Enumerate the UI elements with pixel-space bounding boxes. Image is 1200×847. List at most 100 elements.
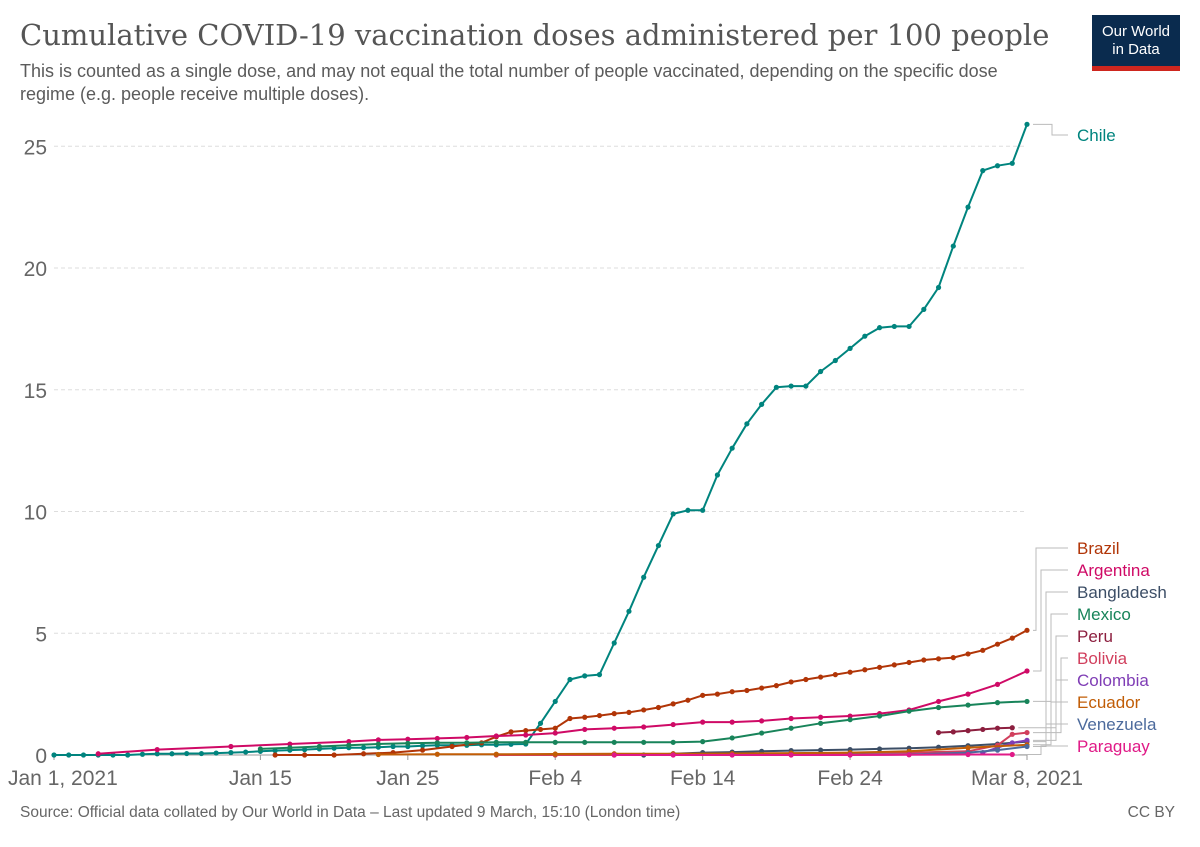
data-point[interactable] bbox=[818, 720, 824, 726]
data-point[interactable] bbox=[523, 739, 529, 745]
data-point[interactable] bbox=[1024, 737, 1030, 743]
data-point[interactable] bbox=[493, 739, 499, 745]
data-point[interactable] bbox=[729, 719, 735, 725]
data-point[interactable] bbox=[685, 507, 691, 513]
data-point[interactable] bbox=[788, 752, 794, 758]
data-point[interactable] bbox=[876, 325, 883, 331]
data-point[interactable] bbox=[847, 669, 853, 675]
data-point[interactable] bbox=[803, 383, 809, 389]
data-point[interactable] bbox=[700, 739, 706, 745]
series-line[interactable] bbox=[275, 629, 1028, 756]
data-point[interactable] bbox=[611, 640, 617, 646]
data-point[interactable] bbox=[1009, 725, 1015, 731]
data-point[interactable] bbox=[523, 728, 529, 734]
data-point[interactable] bbox=[862, 667, 868, 673]
legend-label-paraguay[interactable]: Paraguay bbox=[1077, 737, 1150, 756]
data-point[interactable] bbox=[906, 659, 912, 666]
data-point[interactable] bbox=[965, 702, 971, 708]
data-point[interactable] bbox=[611, 711, 617, 717]
data-point[interactable] bbox=[272, 752, 278, 758]
data-point[interactable] bbox=[670, 752, 676, 758]
data-point[interactable] bbox=[714, 472, 721, 478]
data-point[interactable] bbox=[228, 743, 234, 750]
data-point[interactable] bbox=[729, 445, 735, 451]
data-point[interactable] bbox=[994, 747, 1001, 753]
data-point[interactable] bbox=[655, 542, 662, 549]
data-point[interactable] bbox=[729, 735, 735, 741]
data-point[interactable] bbox=[154, 751, 160, 757]
data-point[interactable] bbox=[537, 726, 544, 733]
data-point[interactable] bbox=[965, 751, 971, 758]
series-mexico[interactable] bbox=[257, 698, 1030, 752]
data-point[interactable] bbox=[935, 698, 942, 705]
data-point[interactable] bbox=[670, 739, 676, 745]
data-point[interactable] bbox=[832, 672, 838, 678]
legend-label-chile[interactable]: Chile bbox=[1077, 126, 1116, 145]
data-point[interactable] bbox=[287, 741, 293, 747]
data-point[interactable] bbox=[537, 720, 544, 726]
series-line[interactable] bbox=[54, 123, 1028, 756]
data-point[interactable] bbox=[685, 697, 691, 703]
legend-label-venezuela[interactable]: Venezuela bbox=[1077, 715, 1157, 734]
data-point[interactable] bbox=[1009, 635, 1015, 641]
data-point[interactable] bbox=[596, 672, 603, 678]
data-point[interactable] bbox=[744, 687, 750, 694]
data-point[interactable] bbox=[611, 752, 617, 758]
data-point[interactable] bbox=[862, 333, 868, 339]
data-point[interactable] bbox=[818, 714, 824, 720]
data-point[interactable] bbox=[331, 752, 337, 758]
data-point[interactable] bbox=[980, 726, 986, 733]
data-point[interactable] bbox=[582, 714, 588, 720]
data-point[interactable] bbox=[287, 745, 293, 751]
data-point[interactable] bbox=[508, 729, 514, 735]
data-point[interactable] bbox=[434, 751, 440, 757]
data-point[interactable] bbox=[169, 751, 175, 757]
data-point[interactable] bbox=[744, 421, 750, 427]
data-point[interactable] bbox=[213, 750, 219, 756]
data-point[interactable] bbox=[965, 204, 971, 210]
data-point[interactable] bbox=[596, 712, 603, 719]
series-brazil[interactable] bbox=[272, 627, 1030, 758]
data-point[interactable] bbox=[670, 721, 676, 728]
data-point[interactable] bbox=[523, 732, 529, 738]
legend-label-mexico[interactable]: Mexico bbox=[1077, 605, 1131, 624]
data-point[interactable] bbox=[419, 747, 426, 753]
data-point[interactable] bbox=[994, 163, 1001, 169]
data-point[interactable] bbox=[51, 752, 57, 758]
data-point[interactable] bbox=[1024, 729, 1030, 736]
data-point[interactable] bbox=[788, 679, 794, 685]
data-point[interactable] bbox=[700, 692, 706, 698]
data-point[interactable] bbox=[360, 745, 367, 751]
data-point[interactable] bbox=[788, 715, 794, 722]
data-point[interactable] bbox=[921, 657, 927, 663]
data-point[interactable] bbox=[552, 698, 558, 705]
data-point[interactable] bbox=[641, 724, 647, 730]
legend-label-bolivia[interactable]: Bolivia bbox=[1077, 649, 1128, 668]
data-point[interactable] bbox=[1024, 668, 1030, 674]
series-paraguay[interactable] bbox=[611, 751, 1015, 758]
data-point[interactable] bbox=[994, 725, 1001, 731]
data-point[interactable] bbox=[847, 752, 853, 758]
data-point[interactable] bbox=[935, 704, 942, 711]
data-point[interactable] bbox=[611, 725, 617, 731]
legend-label-brazil[interactable]: Brazil bbox=[1077, 539, 1120, 558]
data-point[interactable] bbox=[316, 743, 322, 750]
data-point[interactable] bbox=[876, 713, 883, 719]
data-point[interactable] bbox=[552, 751, 558, 757]
data-point[interactable] bbox=[95, 751, 101, 757]
data-point[interactable] bbox=[950, 655, 956, 661]
data-point[interactable] bbox=[1024, 698, 1030, 705]
data-point[interactable] bbox=[626, 608, 632, 614]
series-peru[interactable] bbox=[935, 725, 1015, 736]
data-point[interactable] bbox=[552, 739, 558, 745]
data-point[interactable] bbox=[1024, 121, 1030, 127]
data-point[interactable] bbox=[818, 674, 824, 680]
data-point[interactable] bbox=[567, 715, 573, 722]
data-point[interactable] bbox=[950, 243, 956, 249]
data-point[interactable] bbox=[891, 662, 897, 668]
data-point[interactable] bbox=[788, 725, 794, 731]
data-point[interactable] bbox=[493, 733, 499, 739]
data-point[interactable] bbox=[670, 511, 676, 517]
data-point[interactable] bbox=[965, 728, 971, 734]
data-point[interactable] bbox=[257, 746, 263, 752]
